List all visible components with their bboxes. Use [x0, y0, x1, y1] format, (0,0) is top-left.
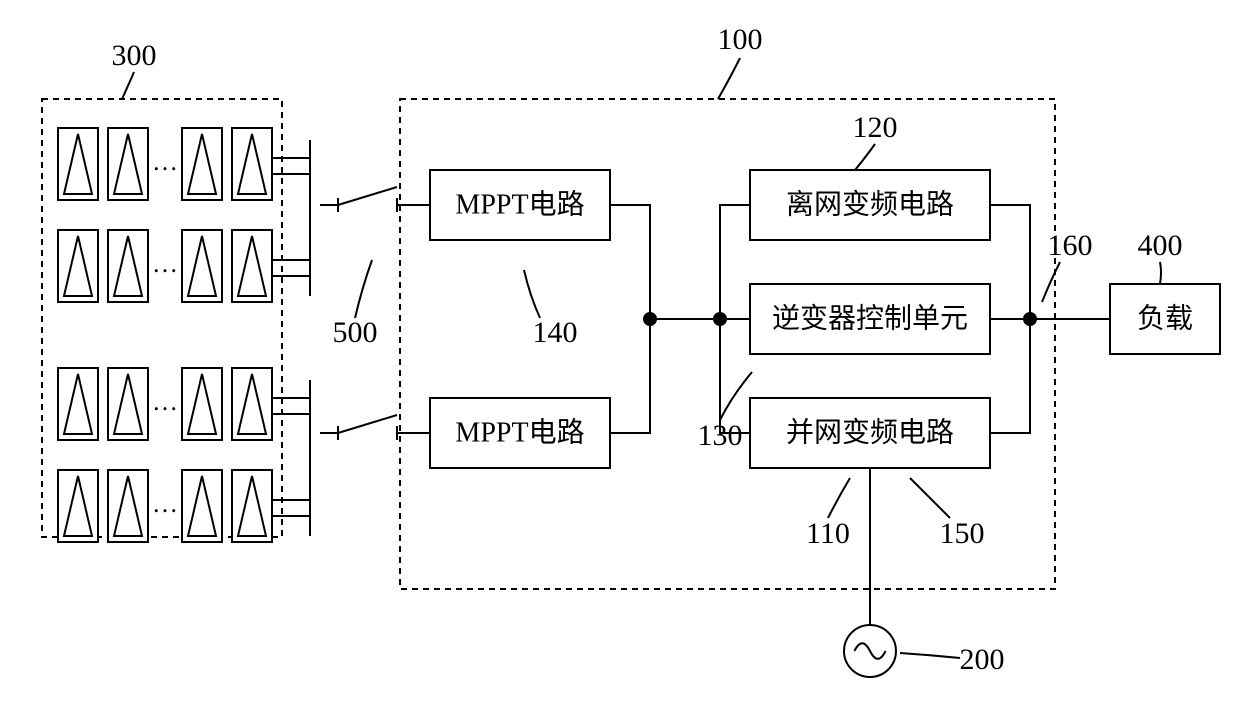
pv-panel — [182, 128, 222, 200]
junction-node-1 — [713, 312, 727, 326]
ref-leader-400 — [1160, 262, 1161, 284]
ref-leader-140 — [524, 270, 540, 318]
junction-node-0 — [643, 312, 657, 326]
pv-panel — [182, 230, 222, 302]
ref-label-150: 150 — [940, 517, 985, 550]
ref-label-400: 400 — [1138, 229, 1183, 262]
ref-leader-130 — [720, 372, 752, 420]
pv-ellipsis: … — [152, 147, 178, 176]
block-label-mppt_bottom: MPPT电路 — [455, 416, 584, 448]
junction-node-2 — [1023, 312, 1037, 326]
ref-leader-200 — [900, 653, 960, 658]
ref-leader-110 — [828, 478, 850, 518]
ref-label-100: 100 — [718, 23, 763, 56]
pv-ellipsis: … — [152, 489, 178, 518]
ref-label-300: 300 — [112, 39, 157, 72]
ref-label-130: 130 — [698, 419, 743, 452]
pv-panel — [108, 470, 148, 542]
switch-bottom-blade — [338, 415, 397, 433]
pv-panel — [182, 470, 222, 542]
ref-leader-160 — [1042, 262, 1060, 302]
ref-leader-100 — [718, 58, 740, 99]
pv-panel — [232, 470, 272, 542]
pv-panel — [58, 470, 98, 542]
pv-panel — [108, 230, 148, 302]
pv-panel — [58, 230, 98, 302]
block-label-offgrid: 离网变频电路 — [786, 188, 954, 220]
pv-panel — [108, 128, 148, 200]
pv-ellipsis: … — [152, 249, 178, 278]
wire-5 — [990, 205, 1030, 319]
block-label-load: 负载 — [1137, 302, 1193, 334]
pv-panel — [232, 368, 272, 440]
block-label-mppt_top: MPPT电路 — [455, 188, 584, 220]
ref-leader-300 — [122, 72, 134, 99]
pv-ellipsis: … — [152, 387, 178, 416]
ref-leader-120 — [855, 144, 875, 170]
wire-7 — [990, 319, 1030, 433]
pv-panel — [58, 368, 98, 440]
wire-4 — [720, 319, 750, 433]
pv-panel — [232, 128, 272, 200]
block-label-ongrid: 并网变频电路 — [786, 416, 954, 448]
pv-panel — [58, 128, 98, 200]
wire-1 — [610, 319, 650, 433]
wire-0 — [610, 205, 720, 319]
ref-label-110: 110 — [806, 517, 850, 550]
ref-label-160: 160 — [1048, 229, 1093, 262]
pv-panel — [182, 368, 222, 440]
ref-label-500: 500 — [333, 316, 378, 349]
ref-label-120: 120 — [853, 111, 898, 144]
wire-2 — [720, 205, 750, 319]
switch-top-blade — [338, 187, 397, 205]
ref-leader-500 — [355, 260, 372, 318]
pv-panel — [232, 230, 272, 302]
pv-panel — [108, 368, 148, 440]
ref-label-140: 140 — [533, 316, 578, 349]
ref-leader-150 — [910, 478, 950, 518]
ref-label-200: 200 — [960, 643, 1005, 676]
block-label-control: 逆变器控制单元 — [772, 302, 968, 334]
